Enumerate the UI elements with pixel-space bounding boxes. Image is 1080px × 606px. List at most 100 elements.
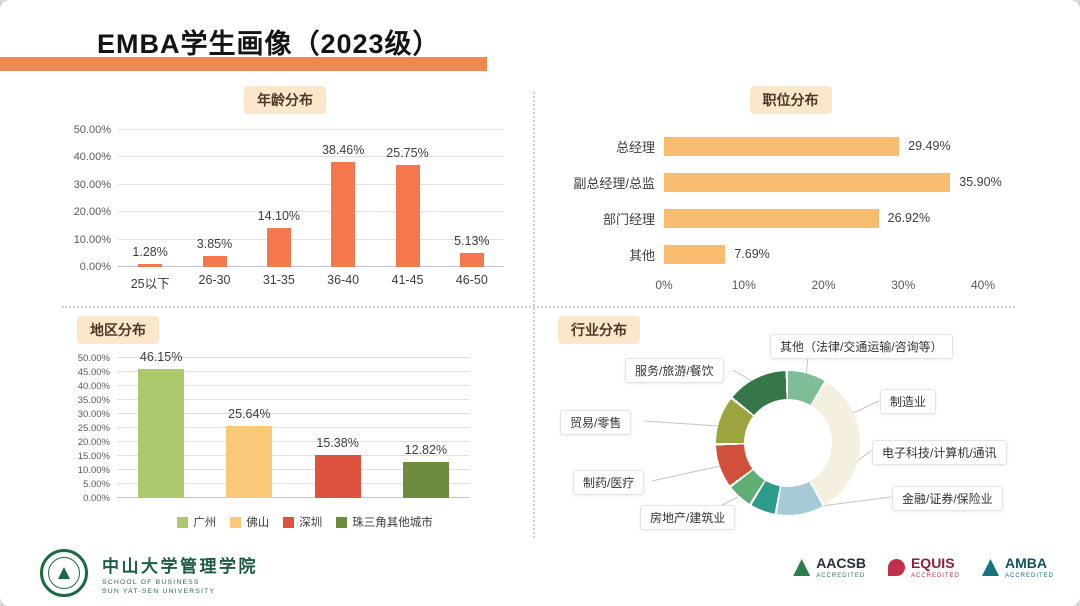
vertical-dotted-divider (533, 92, 535, 538)
industry-label-manufacturing: 制造业 (880, 389, 937, 414)
horizontal-dotted-divider (62, 306, 1015, 308)
gridline (117, 357, 470, 358)
amba-accredited-label: ACCREDITED (1004, 573, 1054, 579)
y-axis-tick: 10.00% (73, 233, 111, 246)
bar-row: 总经理 29.49% (563, 128, 1018, 164)
bar-46-50 (459, 252, 484, 267)
bar-value-label: 46.15% (139, 349, 183, 364)
category-label: 总经理 (615, 139, 655, 155)
category-label: 部门经理 (602, 211, 655, 227)
category-label: 26-30 (198, 273, 231, 287)
legend-label: 广州 (193, 517, 217, 529)
x-axis-tick: 30% (891, 278, 916, 292)
position-chart-plot: 总经理 29.49% 副总经理/总监 35.90% 部门经理 26.92% 其他 7.69% 0… (563, 128, 1018, 294)
region-chart: 地区分布 0.00% 5.00% 10.00% 15.00% 20.00% 25.00% 3… (55, 316, 515, 530)
industry-donut (716, 371, 860, 515)
aacsb-name: AACSB (816, 555, 866, 571)
y-axis-tick: 30.00% (73, 178, 111, 191)
category-label: 41-45 (391, 273, 424, 287)
bar-row: 部门经理 26.92% (563, 200, 1018, 236)
gridline (118, 266, 504, 267)
category-label: 46-50 (455, 273, 488, 287)
y-axis-tick: 10.00% (77, 465, 110, 476)
aacsb-badge: AACSB ACCREDITED (793, 556, 866, 579)
industry-label-finance: 金融/证券/保险业 (892, 486, 1003, 511)
bar-value-label: 26.92% (887, 211, 931, 225)
title-accent-bar (0, 57, 487, 71)
bar-深圳 (314, 454, 361, 498)
bar-value-label: 29.49% (908, 139, 951, 153)
amba-name: AMBA (1004, 555, 1047, 571)
bar-广州 (138, 368, 185, 498)
bar-25以下 (138, 263, 163, 267)
bar-value-label: 38.46% (321, 142, 365, 157)
y-axis-tick: 5.00% (83, 479, 110, 490)
position-chart: 职位分布 总经理 29.49% 副总经理/总监 35.90% 部门经理 26.92% 其他 7… (563, 86, 1018, 294)
legend-item: 佛山 (230, 514, 269, 530)
industry-label-realestate: 房地产/建筑业 (640, 505, 736, 530)
bar-副总经理/总监 (664, 172, 951, 192)
organization-subtitle-1: SCHOOL OF BUSINESS (102, 579, 200, 586)
equis-logo-icon (887, 559, 905, 576)
y-axis-tick: 40.00% (73, 151, 111, 164)
bar-26-30 (202, 256, 227, 267)
equis-name: EQUIS (910, 555, 955, 571)
gridline (117, 455, 470, 456)
y-axis-tick: 20.00% (73, 206, 111, 219)
y-axis-tick: 40.00% (77, 381, 110, 392)
bar-value-label: 35.90% (959, 175, 1002, 189)
accreditation-badges: AACSB ACCREDITED EQUIS ACCREDITED AMBA A… (793, 556, 1054, 579)
aacsb-logo-icon (793, 559, 811, 576)
gridline (118, 183, 504, 185)
bar-row: 副总经理/总监 35.90% (563, 164, 1018, 200)
bar-总经理 (664, 136, 900, 156)
gridline (118, 156, 504, 158)
bar-value-label: 7.69% (734, 247, 770, 261)
region-chart-legend: 广州 佛山 深圳 珠三角其他城市 (95, 514, 515, 530)
gridline (117, 399, 470, 400)
x-axis-ticks: 0% 10% 20% 30% 40% (655, 278, 995, 294)
organization-subtitle-2: SUN YAT-SEN UNIVERSITY (102, 588, 216, 595)
bar-track: 35.90% (664, 172, 1002, 192)
gridline (117, 469, 470, 470)
y-axis-tick: 0.00% (79, 261, 111, 273)
bar-row: 其他 7.69% (563, 236, 1018, 272)
y-axis-tick: 35.00% (77, 395, 110, 406)
region-chart-plot: 0.00% 5.00% 10.00% 15.00% 20.00% 25.00% 30.00%… (78, 350, 470, 504)
x-axis-tick: 20% (811, 278, 836, 292)
gridline (118, 129, 504, 130)
equis-badge: EQUIS ACCREDITED (887, 555, 960, 579)
legend-swatch (230, 516, 242, 528)
x-axis-tick: 0% (655, 278, 673, 292)
category-label: 25以下 (130, 277, 170, 291)
aacsb-accredited-label: ACCREDITED (816, 573, 866, 579)
y-axis-tick: 0.00% (83, 493, 110, 504)
legend-label: 佛山 (246, 517, 270, 529)
industry-chart-title: 行业分布 (558, 316, 640, 344)
bar-其他 (664, 244, 726, 264)
age-chart-plot: 0.00% 10.00% 20.00% 30.00% 40.00% 50.00% 1.28%… (74, 124, 504, 291)
position-chart-title: 职位分布 (749, 86, 832, 114)
bar-value-label: 1.28% (132, 244, 168, 259)
university-seal-inner (48, 557, 80, 589)
bar-value-label: 14.10% (257, 209, 301, 224)
bar-41-45 (395, 165, 420, 267)
amba-badge: AMBA ACCREDITED (981, 555, 1054, 579)
x-axis-tick: 10% (731, 278, 756, 292)
bar-value-label: 5.13% (454, 233, 490, 248)
gridline (117, 441, 470, 442)
y-axis-tick: 50.00% (73, 124, 111, 136)
industry-label-pharma: 制药/医疗 (573, 470, 645, 495)
industry-label-other: 其他（法律/交通运输/咨询等） (770, 334, 953, 359)
y-axis-tick: 45.00% (77, 367, 110, 378)
organization-block: 中山大学管理学院 SCHOOL OF BUSINESS SUN YAT-SEN … (102, 552, 258, 595)
category-label: 副总经理/总监 (573, 175, 655, 191)
region-chart-header: 地区分布 (77, 316, 515, 344)
gridline (117, 497, 470, 498)
y-axis-tick: 30.00% (77, 409, 110, 420)
equis-accredited-label: ACCREDITED (910, 573, 960, 579)
organization-name: 中山大学管理学院 (102, 557, 258, 576)
legend-item: 深圳 (283, 514, 322, 530)
